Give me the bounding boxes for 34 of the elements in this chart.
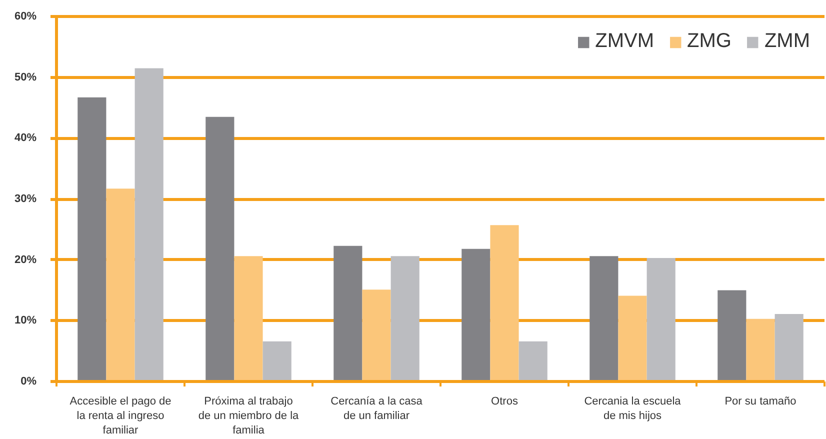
x-tick-label: Por su tamaño: [724, 396, 796, 408]
bar: [390, 256, 420, 382]
y-tick-label: 40%: [14, 132, 37, 144]
bar: [362, 290, 391, 382]
y-tick-label: 10%: [14, 314, 37, 327]
bar: [206, 116, 234, 382]
legend-label: ZMM: [764, 30, 810, 53]
bar: [78, 97, 106, 382]
bar: [746, 318, 775, 382]
y-tick-label: 60%: [14, 10, 37, 22]
bar: [618, 296, 647, 382]
bar: [590, 256, 618, 382]
x-tick-label: Próxima al trabajo de un miembro de la familia: [198, 396, 300, 436]
x-tick-label: Cercanía a la casa de un familiar: [330, 396, 424, 422]
legend-label: ZMVM: [595, 30, 654, 53]
bar: [646, 258, 676, 382]
bar: [518, 341, 548, 382]
bar: [134, 68, 164, 382]
x-tick-label: Accesible el pago de la renta al ingreso familiar: [70, 396, 172, 436]
bar: [718, 290, 746, 382]
bar: [462, 248, 490, 382]
bar: [106, 188, 135, 382]
bar: [490, 225, 519, 382]
y-tick-label: 20%: [14, 254, 37, 266]
legend-label: ZMG: [687, 30, 732, 53]
y-tick-label: 30%: [14, 193, 37, 205]
bar: [774, 314, 804, 382]
bar: [334, 246, 362, 382]
bar: [262, 341, 292, 382]
x-tick-label: Cercania la escuela de mis hijos: [584, 396, 682, 422]
x-tick-label: Otros: [491, 396, 518, 408]
bar: [234, 256, 263, 382]
y-tick-label: 0%: [20, 376, 37, 388]
y-tick-label: 50%: [14, 71, 37, 84]
